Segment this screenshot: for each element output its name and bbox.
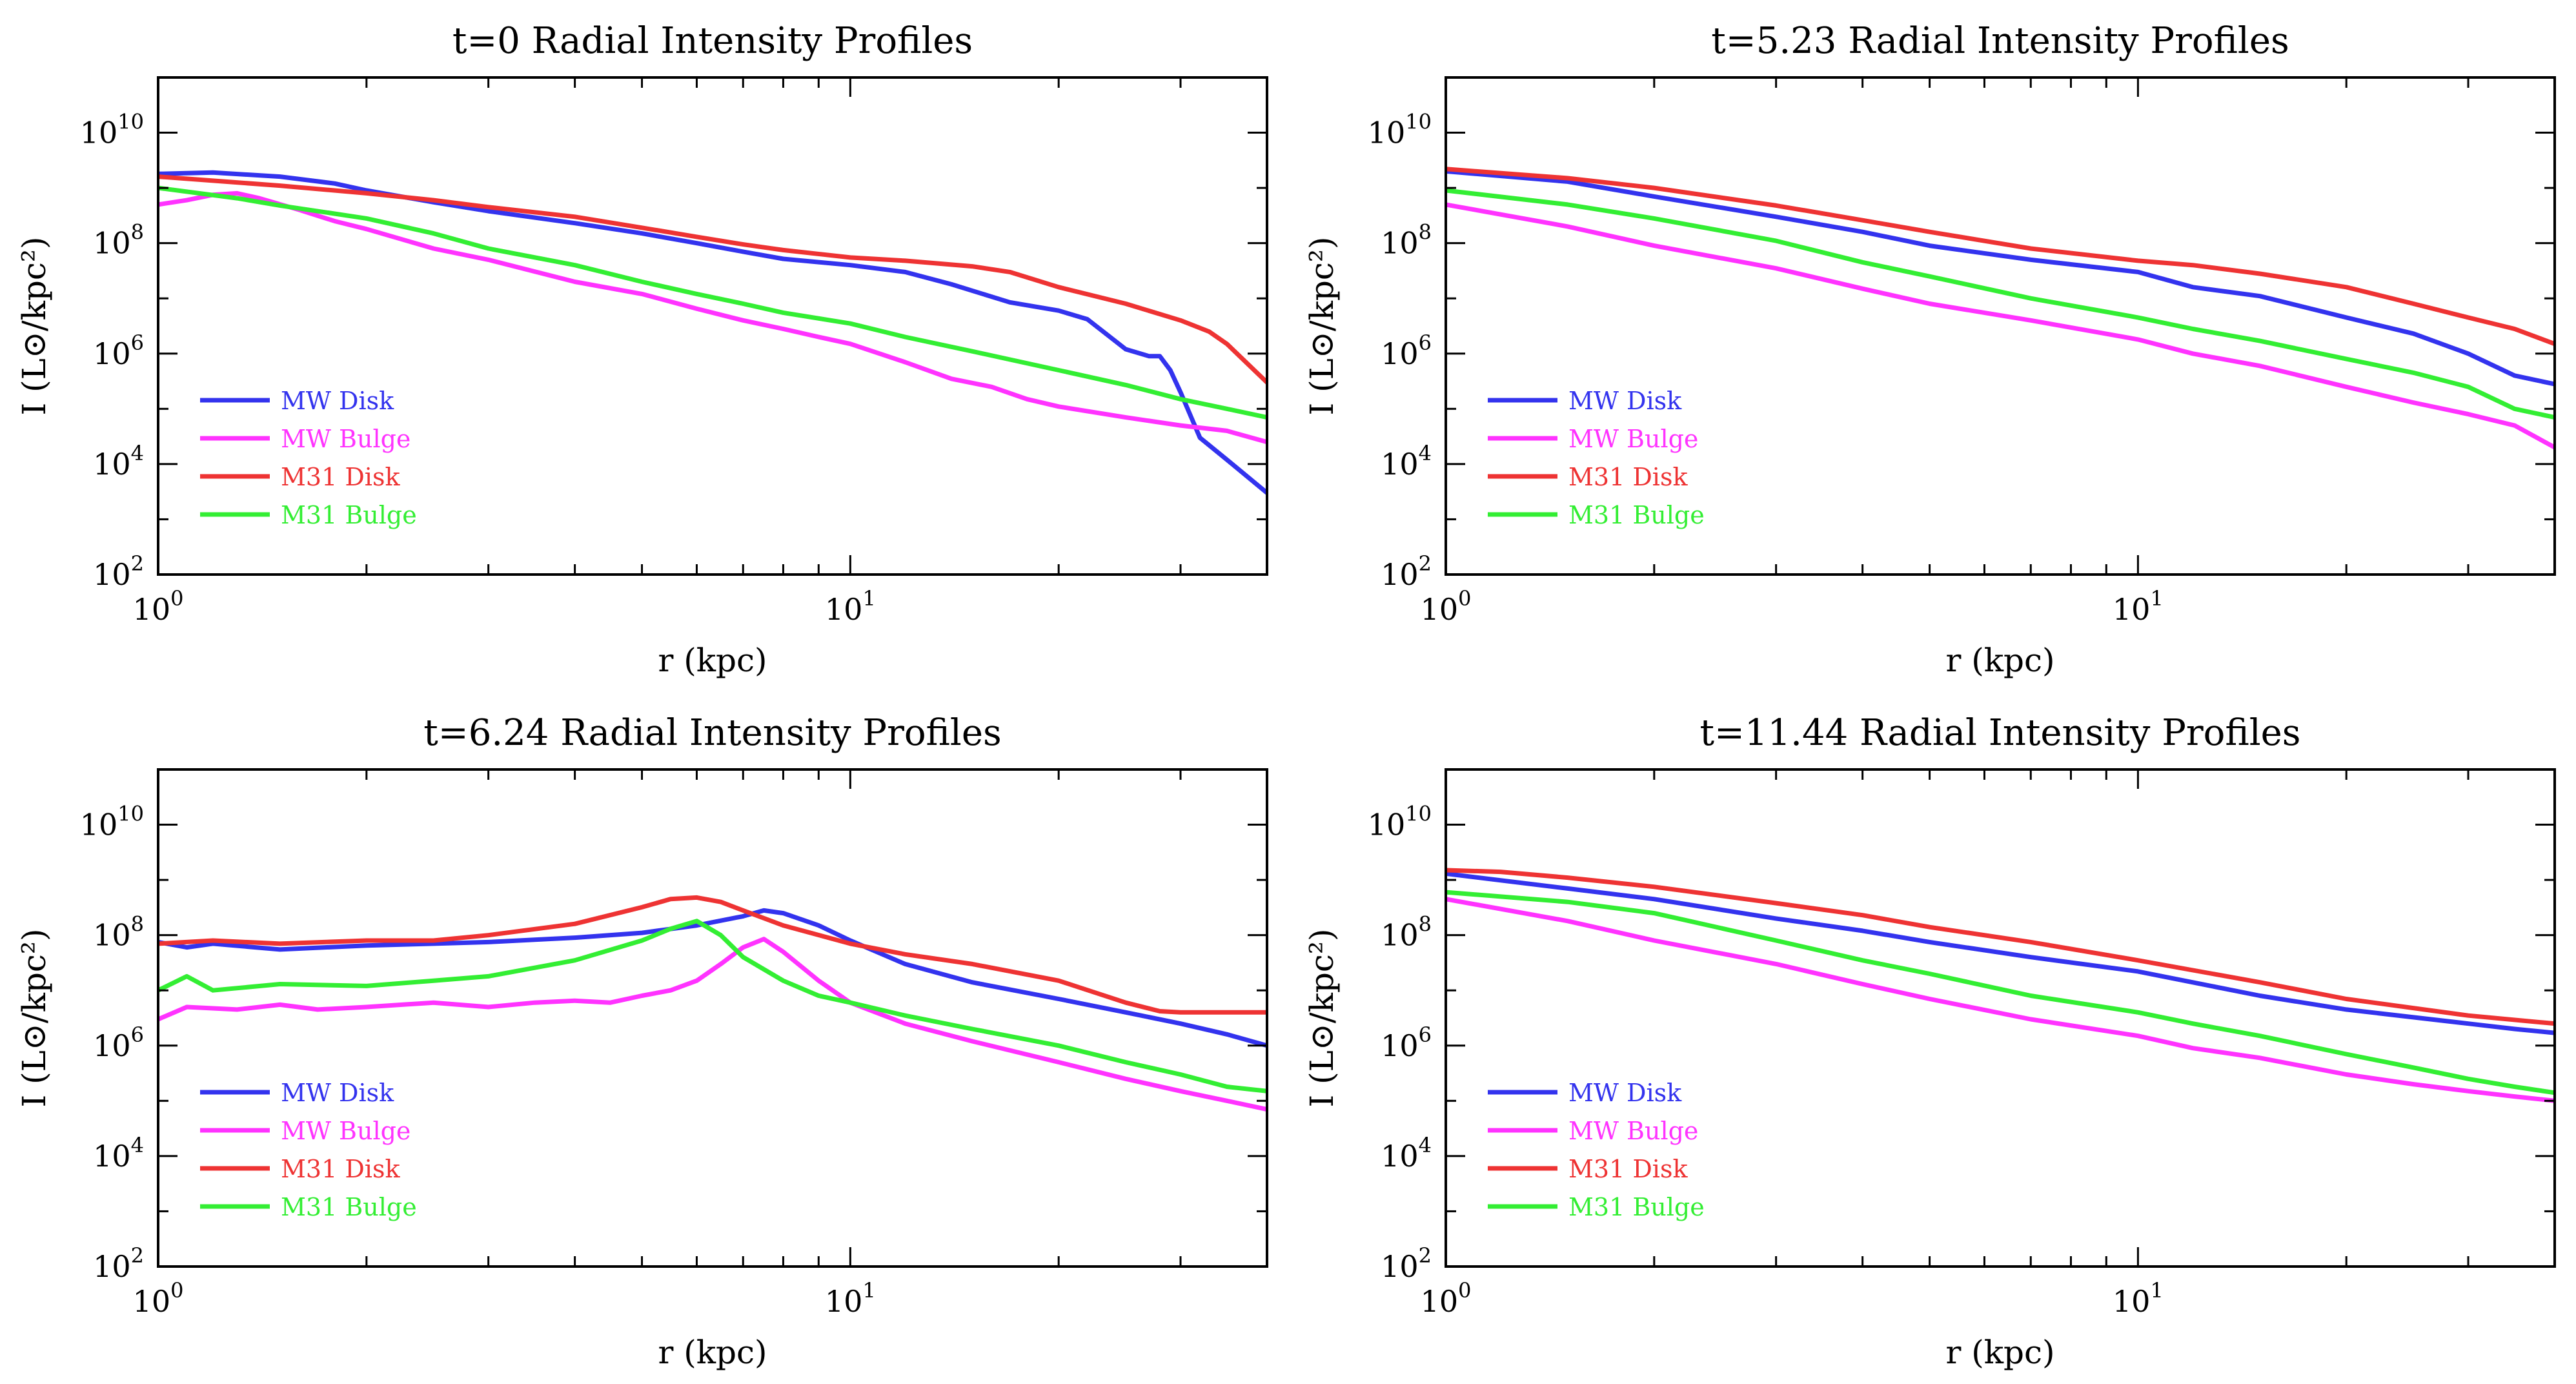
chart-t624-series-m31-disk-line — [158, 895, 1267, 1015]
chart-t0-series-mw-bulge-line — [158, 190, 1267, 445]
chart-t0-x-tick-label: 101 — [825, 586, 876, 627]
chart-t523-legend-label: MW Disk — [1568, 387, 1682, 415]
chart-t624-legend-label: MW Bulge — [281, 1117, 411, 1145]
chart-t523-legend-label: MW Bulge — [1568, 425, 1698, 453]
chart-t523-series-mw-disk-line — [1446, 168, 2555, 387]
chart-t1144-x-tick-label: 100 — [1421, 1278, 1472, 1319]
chart-t1144-series-mw-bulge-line — [1446, 897, 2555, 1103]
chart-t624-series-m31-bulge-line — [158, 919, 1267, 1094]
chart-t523-y-tick-label: 104 — [1381, 441, 1432, 482]
chart-t0-legend: MW Disk MW Bulge M31 Disk M31 Bulge — [200, 387, 417, 529]
chart-t624-legend: MW Disk MW Bulge M31 Disk M31 Bulge — [200, 1079, 417, 1221]
chart-t1144-x-tick-label: 101 — [2113, 1278, 2164, 1319]
chart-t624-y-tick-label: 1010 — [80, 802, 144, 842]
chart-t0-y-tick-label: 108 — [93, 220, 144, 261]
chart-t624-y-tick-label: 106 — [93, 1023, 144, 1063]
chart-t1144-series-mw-disk-line — [1446, 871, 2555, 1035]
chart-t1144: t=11.44 Radial Intensity Profiles 100 101 1… — [1303, 712, 2556, 1371]
chart-t523-y-tick-label: 108 — [1381, 220, 1432, 261]
chart-t1144-legend-label: M31 Disk — [1568, 1155, 1688, 1183]
chart-t1144-legend-label: MW Disk — [1568, 1079, 1682, 1107]
chart-t523-series-m31-bulge-line — [1446, 188, 2555, 420]
chart-t1144-y-tick-label: 1010 — [1368, 802, 1432, 842]
chart-t0-title: t=0 Radial Intensity Profiles — [452, 20, 973, 62]
chart-t1144-y-tick-label: 104 — [1381, 1133, 1432, 1174]
chart-t1144-plot-frame — [1445, 768, 2556, 1268]
chart-t1144-y-axis-label: I (L⊙/kpc²) — [1303, 929, 1341, 1108]
chart-t0-y-tick-label: 104 — [93, 441, 144, 482]
chart-t1144-series-m31-disk-line — [1446, 868, 2555, 1026]
chart-t523-legend-label: M31 Bulge — [1568, 501, 1705, 529]
chart-t523-legend-label: M31 Disk — [1568, 463, 1688, 491]
chart-t0-y-tick-label: 102 — [93, 551, 144, 592]
chart-t523-series-m31-disk-line — [1446, 167, 2555, 347]
chart-t624-title: t=6.24 Radial Intensity Profiles — [423, 712, 1001, 754]
chart-t1144-legend: MW Disk MW Bulge M31 Disk M31 Bulge — [1488, 1079, 1705, 1221]
chart-t0-series-m31-bulge-line — [158, 185, 1267, 420]
chart-t0-y-axis-label: I (L⊙/kpc²) — [15, 237, 53, 416]
chart-t0-series-m31-disk-line — [158, 174, 1267, 385]
chart-t1144-series-m31-bulge-line — [1446, 890, 2555, 1095]
chart-t0-y-tick-label: 1010 — [80, 110, 144, 150]
chart-t0-x-tick-label: 100 — [133, 586, 184, 627]
chart-t1144-title: t=11.44 Radial Intensity Profiles — [1699, 712, 2300, 754]
chart-t1144-y-tick-label: 108 — [1381, 912, 1432, 953]
chart-t624-plot-frame — [157, 768, 1268, 1268]
chart-t624-series-mw-bulge-line — [158, 937, 1267, 1112]
chart-t523-series-mw-bulge-line — [1446, 202, 2555, 450]
chart-t624-x-axis-label: r (kpc) — [658, 1334, 767, 1371]
chart-t624-y-axis-label: I (L⊙/kpc²) — [15, 929, 53, 1108]
chart-t624: t=6.24 Radial Intensity Profiles 100 101 10… — [15, 712, 1268, 1371]
chart-t1144-legend-label: MW Bulge — [1568, 1117, 1698, 1145]
chart-t523: t=5.23 Radial Intensity Profiles 100 101 10… — [1303, 20, 2556, 679]
chart-t624-legend-label: MW Disk — [281, 1079, 394, 1107]
chart-t624-legend-label: M31 Disk — [281, 1155, 400, 1183]
chart-t624-legend-label: M31 Bulge — [281, 1193, 417, 1221]
chart-t624-x-tick-label: 101 — [825, 1278, 876, 1319]
chart-t0-x-axis-label: r (kpc) — [658, 642, 767, 679]
chart-t523-x-tick-label: 101 — [2113, 586, 2164, 627]
chart-t0-legend-label: MW Bulge — [281, 425, 411, 453]
chart-t0-y-tick-label: 106 — [93, 331, 144, 371]
chart-t0-legend-label: M31 Bulge — [281, 501, 417, 529]
chart-t624-y-tick-label: 108 — [93, 912, 144, 953]
chart-t523-legend: MW Disk MW Bulge M31 Disk M31 Bulge — [1488, 387, 1705, 529]
chart-t523-y-tick-label: 1010 — [1368, 110, 1432, 150]
chart-t523-y-axis-label: I (L⊙/kpc²) — [1303, 237, 1341, 416]
chart-t624-y-tick-label: 102 — [93, 1243, 144, 1284]
chart-t624-x-tick-label: 100 — [133, 1278, 184, 1319]
chart-t0: t=0 Radial Intensity Profiles 100 101 102 10… — [15, 20, 1268, 679]
chart-t523-x-tick-label: 100 — [1421, 586, 1472, 627]
chart-t0-legend-label: M31 Disk — [281, 463, 400, 491]
chart-t1144-x-axis-label: r (kpc) — [1945, 1334, 2054, 1371]
chart-t523-y-tick-label: 102 — [1381, 551, 1432, 592]
chart-t523-plot-frame — [1445, 76, 2556, 576]
chart-t0-legend-label: MW Disk — [281, 387, 394, 415]
chart-t1144-y-tick-label: 106 — [1381, 1023, 1432, 1063]
chart-t0-plot-frame — [157, 76, 1268, 576]
chart-t523-x-axis-label: r (kpc) — [1945, 642, 2054, 679]
chart-t523-y-tick-label: 106 — [1381, 331, 1432, 371]
chart-t1144-y-tick-label: 102 — [1381, 1243, 1432, 1284]
chart-t523-title: t=5.23 Radial Intensity Profiles — [1711, 20, 2289, 62]
chart-t1144-legend-label: M31 Bulge — [1568, 1193, 1705, 1221]
chart-t624-y-tick-label: 104 — [93, 1133, 144, 1174]
